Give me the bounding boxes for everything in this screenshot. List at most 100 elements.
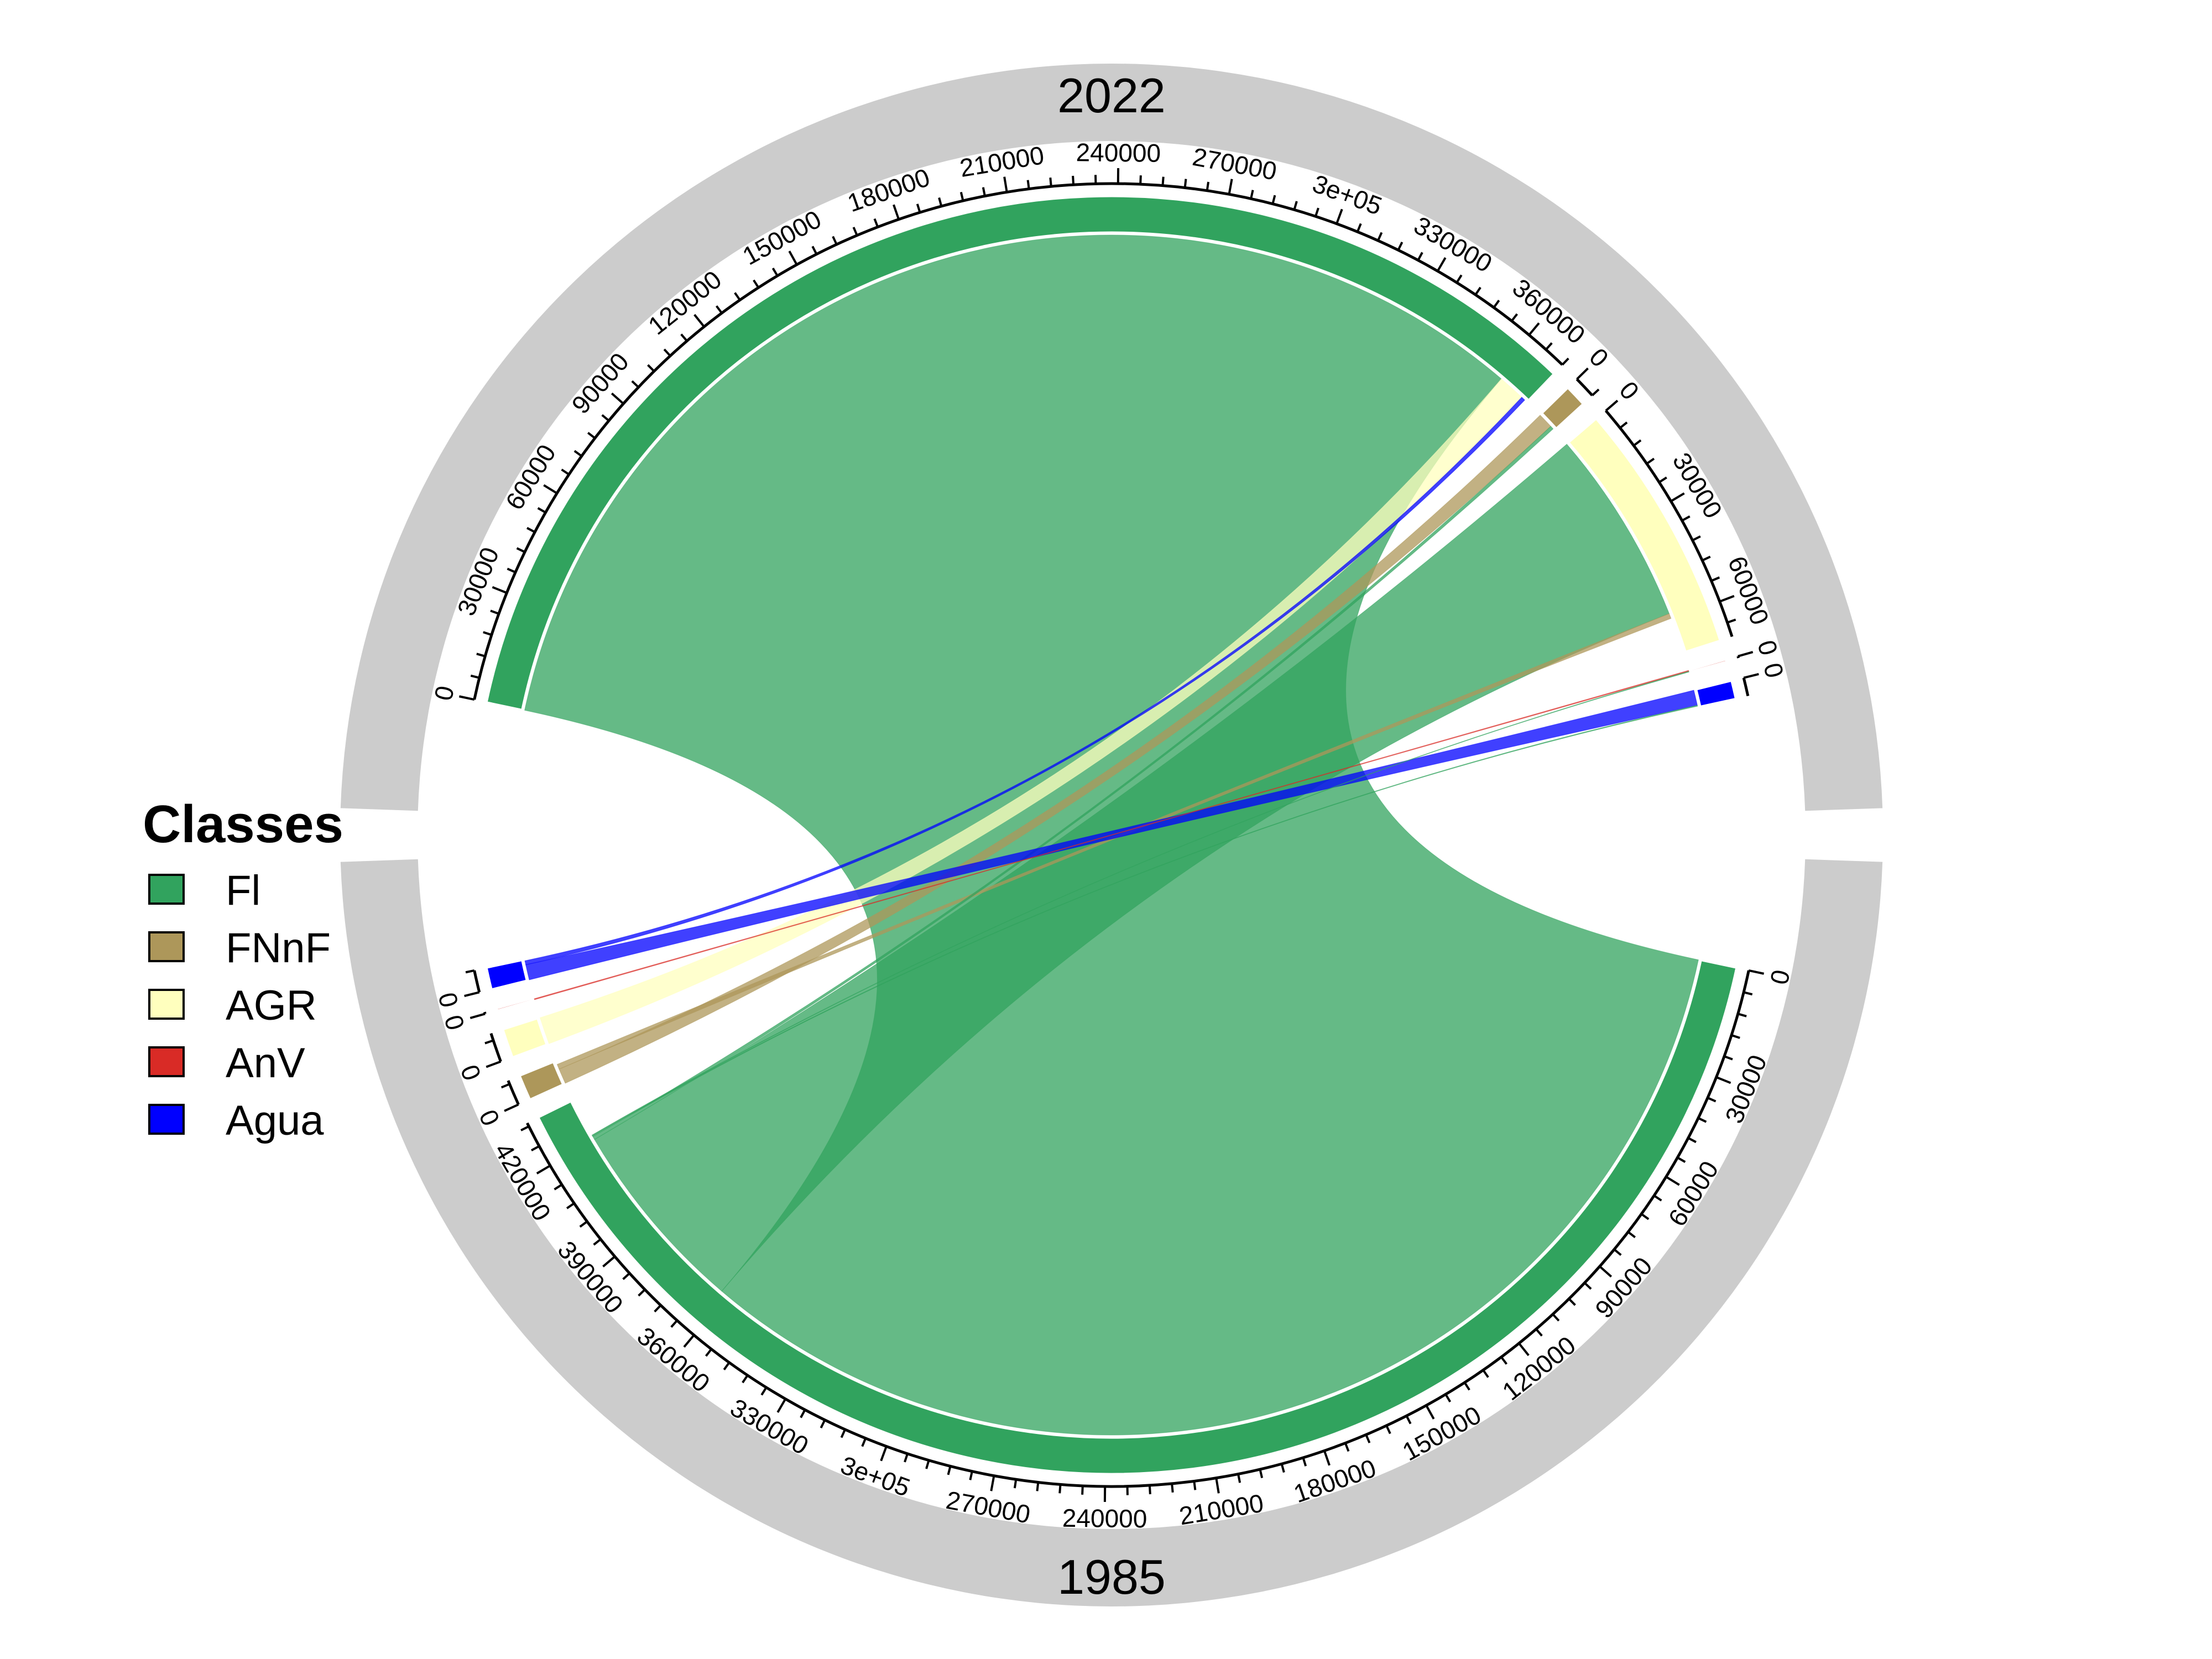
tick-2022-fl-282000	[1271, 195, 1276, 205]
sector-1985-fl	[538, 959, 1738, 1475]
tick-2022-agua-0	[1743, 673, 1759, 679]
tick-2022-fl-288000	[1293, 201, 1298, 210]
sector-2022-fl	[486, 195, 1555, 711]
legend-label-agua: Agua	[226, 1097, 324, 1144]
tick-2022-fl-156000	[811, 246, 818, 255]
tick-1985-fl-348000	[723, 1361, 731, 1370]
tick-label-1985-fl-8: 240000	[1062, 1504, 1147, 1533]
legend-swatch-fnnf	[148, 931, 185, 962]
tick-2022-fl-72000	[573, 450, 582, 457]
tick-2022-agr-24000	[1658, 476, 1667, 483]
tick-2022-fl-264000	[1206, 181, 1210, 191]
tick-2022-fl-78000	[587, 431, 596, 439]
tick-label-2022-anv-0: 0	[1752, 637, 1783, 659]
tick-1985-fl-156000	[1405, 1415, 1412, 1425]
tick-2022-fl-102000	[647, 364, 655, 372]
tick-2022-fl-108000	[663, 348, 671, 357]
tick-1985-fl-378000	[638, 1288, 646, 1297]
tick-1985-fl-60000	[1665, 1176, 1680, 1186]
tick-1985-fl-426000	[531, 1145, 540, 1152]
axis-line-2022-anv	[1736, 656, 1740, 659]
tick-1985-fl-108000	[1552, 1313, 1560, 1322]
sector-2022-agr	[1567, 418, 1721, 653]
tick-1985-fl-390000	[602, 1255, 616, 1267]
tick-2022-fl-180000	[893, 204, 900, 220]
tick-1985-fl-168000	[1365, 1434, 1371, 1443]
tick-1985-fl-408000	[566, 1202, 575, 1209]
tick-2022-anv-0	[1738, 651, 1754, 658]
tick-2022-fnnf-0	[1576, 367, 1589, 380]
tick-2022-fl-300000	[1335, 208, 1343, 225]
tick-label-1985-anv-0: 0	[439, 1012, 470, 1034]
axis-line-2022-agr	[1604, 410, 1734, 638]
tick-2022-fl-12000	[476, 653, 486, 658]
legend-item-agr: AGR	[148, 982, 317, 1029]
tick-1985-fl-204000	[1237, 1474, 1241, 1483]
tick-1985-fl-258000	[1036, 1482, 1040, 1491]
legend-swatch-agua	[148, 1104, 185, 1135]
tick-1985-fl-144000	[1444, 1394, 1452, 1403]
legend-item-fnnf: FNnF	[148, 925, 331, 972]
tick-2022-fl-222000	[1049, 177, 1052, 187]
sector-1985-fnnf	[519, 1061, 564, 1100]
chord-fl-to-anv	[591, 671, 1689, 1136]
tick-1985-fl-294000	[904, 1453, 909, 1463]
legend-label-fnnf: FNnF	[226, 925, 331, 972]
tick-1985-fl-396000	[593, 1238, 602, 1246]
tick-2022-fl-114000	[680, 333, 688, 342]
tick-2022-agr-0	[1605, 399, 1619, 412]
tick-2022-fl-60000	[543, 484, 558, 494]
tick-1985-agua-0	[464, 991, 480, 997]
tick-2022-agr-42000	[1692, 535, 1701, 541]
tick-1985-fl-312000	[840, 1429, 846, 1438]
tick-2022-fl-276000	[1250, 190, 1254, 199]
tick-1985-fl-192000	[1280, 1463, 1285, 1473]
tick-1985-fl-282000	[947, 1465, 952, 1475]
tick-1985-fl-96000	[1584, 1282, 1592, 1290]
legend-item-fl: Fl	[148, 867, 260, 914]
group-label-2022: 2022	[1057, 68, 1166, 123]
tick-2022-fl-360000	[1528, 322, 1540, 336]
tick-1985-fl-402000	[579, 1220, 588, 1228]
legend: Classes Fl FNnF AGR AnV Agua	[143, 795, 343, 1144]
tick-1985-fl-132000	[1482, 1369, 1489, 1378]
tick-1985-agr-0	[486, 1060, 502, 1068]
tick-1985-anv-0	[469, 1013, 486, 1019]
tick-2022-fl-24000	[490, 609, 499, 615]
tick-1985-fl-306000	[861, 1438, 867, 1447]
tick-2022-fl-144000	[771, 267, 779, 276]
tick-2022-fl-246000	[1139, 175, 1142, 185]
tick-label-1985-fnnf-0: 0	[473, 1105, 505, 1130]
chord-fl-to-fnnf	[592, 426, 1554, 1140]
tick-2022-fl-48000	[526, 526, 536, 533]
tick-2022-fl-174000	[873, 218, 879, 228]
group-band-2022	[340, 64, 1883, 811]
tick-1985-fl-210000	[1215, 1478, 1220, 1494]
tick-2022-fl-90000	[611, 392, 624, 405]
tick-1985-fl-342000	[742, 1374, 749, 1384]
tick-1985-fl-24000	[1724, 1055, 1733, 1061]
axis-line-1985-fl	[526, 970, 1750, 1488]
chord-fnnf-to-fnnf	[559, 415, 1552, 1084]
tick-2022-agr-66000	[1726, 618, 1736, 624]
tick-2022-fl-150000	[788, 251, 798, 265]
tick-2022-fl-348000	[1493, 300, 1500, 309]
tick-1985-fl-372000	[654, 1304, 662, 1313]
legend-label-anv: AnV	[226, 1040, 305, 1087]
tick-2022-fl-192000	[938, 197, 943, 207]
tick-1985-fl-18000	[1731, 1034, 1740, 1039]
tick-1985-fl-174000	[1344, 1442, 1350, 1452]
tick-2022-fl-42000	[516, 547, 525, 554]
tick-1985-fnnf-0	[504, 1103, 519, 1112]
legend-item-anv: AnV	[148, 1040, 305, 1087]
tick-2022-fl-330000	[1436, 257, 1447, 272]
tick-1985-fl-324000	[800, 1409, 806, 1418]
tick-2022-fl-36000	[507, 567, 516, 573]
tick-1985-agua-6000	[465, 969, 475, 974]
tick-2022-agr-6000	[1619, 421, 1628, 429]
tick-1985-fl-48000	[1687, 1137, 1697, 1144]
tick-2022-fl-306000	[1356, 223, 1362, 232]
sector-2022-anv	[1690, 659, 1728, 672]
tick-label-1985-fl-0: 0	[1765, 967, 1796, 987]
tick-2022-fnnf-6000	[1591, 388, 1600, 397]
